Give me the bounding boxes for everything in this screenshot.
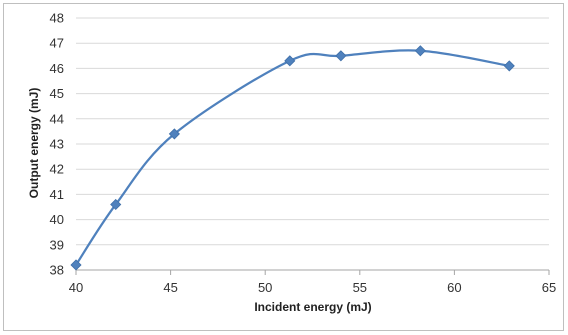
data-point-marker [414,45,426,57]
y-tick-label: 42 [50,162,64,177]
y-tick-label: 47 [50,36,64,51]
series-group [70,45,515,271]
x-tick-label: 45 [163,280,177,295]
y-tick-label: 44 [50,111,64,126]
y-tick-label: 48 [50,11,64,26]
y-tick-label: 39 [50,237,64,252]
y-tick-label: 43 [50,137,64,152]
x-tick-label: 50 [258,280,272,295]
y-tick-label: 45 [50,86,64,101]
y-tick-label: 40 [50,212,64,227]
y-tick-label: 38 [50,263,64,278]
x-tick-label: 60 [447,280,461,295]
data-point-marker [284,55,296,67]
data-point-marker [110,198,122,211]
data-point-marker [335,50,347,62]
y-axis-title: Output energy (mJ) [27,88,41,199]
y-tick-labels: 38 39 40 41 42 43 44 45 46 47 48 [50,11,64,278]
x-axis-title: Incident energy (mJ) [254,300,371,314]
x-tick-label: 65 [542,280,556,295]
x-tick-label: 55 [353,280,367,295]
data-point-marker [168,128,180,140]
y-tick-label: 46 [50,61,64,76]
gridlines [76,17,549,246]
axes [75,269,550,275]
data-point-marker [503,60,515,72]
x-tick-labels: 40 45 50 55 60 65 [69,280,556,295]
x-tick-label: 40 [69,280,83,295]
y-tick-label: 41 [50,187,64,202]
series-line [75,49,510,266]
data-point-marker [70,259,82,271]
